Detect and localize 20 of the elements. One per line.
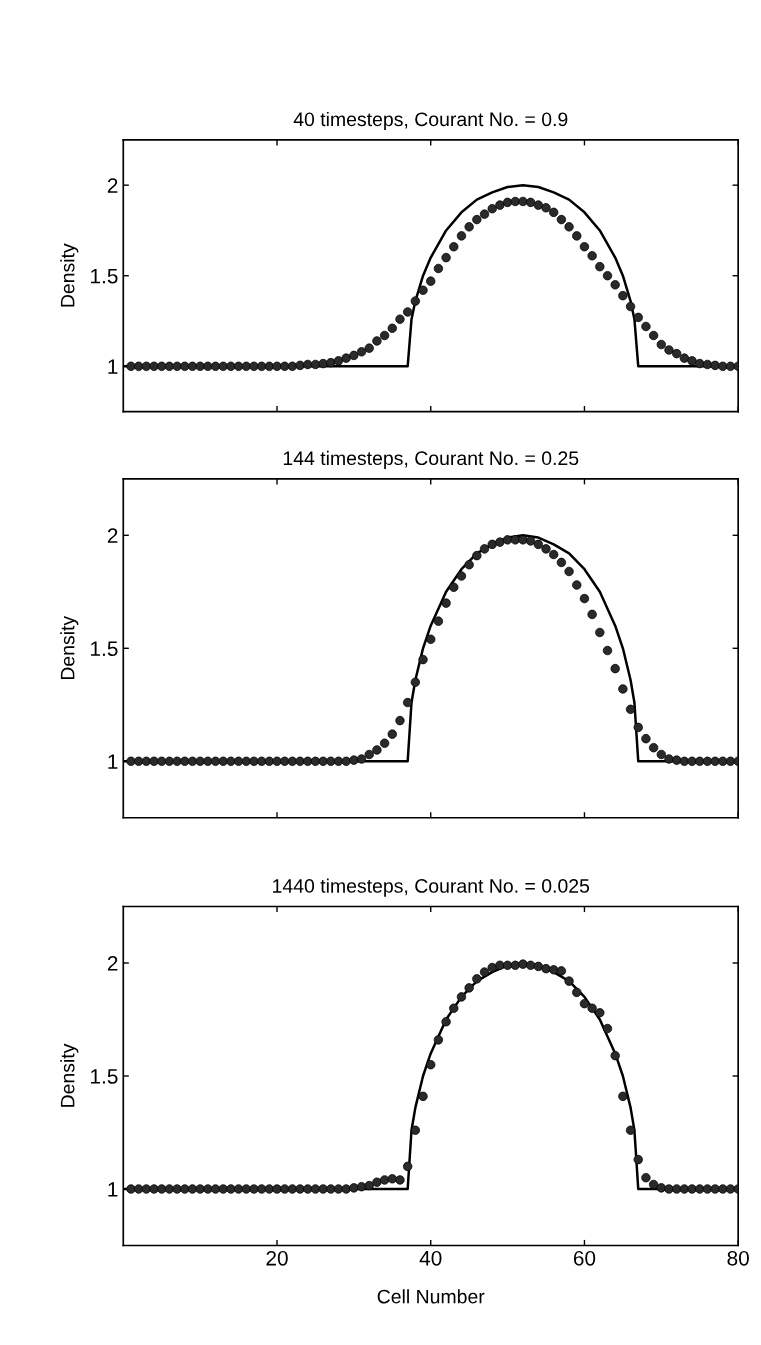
y-tick-label: 1.5	[91, 268, 118, 284]
y-tick-label: 1	[108, 754, 118, 769]
chart-title: 40 timesteps, Courant No. = 0.9	[293, 111, 568, 131]
y-tick-label: 2	[107, 956, 118, 971]
y-tick-label: 2	[107, 178, 118, 193]
chart-title: 144 timesteps, Courant No. = 0.25	[283, 450, 579, 469]
y-tick-label: 1.5	[91, 1069, 118, 1084]
x-tick-label: 20	[266, 1250, 288, 1266]
y-axis-title: Density	[60, 243, 79, 307]
y-tick-label: 1	[108, 1182, 118, 1197]
y-tick-label: 2	[107, 528, 118, 543]
x-tick-label: 80	[727, 1250, 749, 1266]
x-tick-label: 40	[419, 1250, 442, 1266]
chart-title: 1440 timesteps, Courant No. = 0.025	[273, 878, 590, 897]
x-tick-label: 60	[573, 1250, 596, 1266]
y-tick-label: 1.5	[91, 641, 118, 657]
y-axis-title: Density	[60, 1043, 79, 1107]
y-axis-title: Density	[60, 615, 79, 680]
y-tick-label: 1	[108, 359, 118, 374]
x-axis-title: Cell Number	[377, 1289, 485, 1304]
